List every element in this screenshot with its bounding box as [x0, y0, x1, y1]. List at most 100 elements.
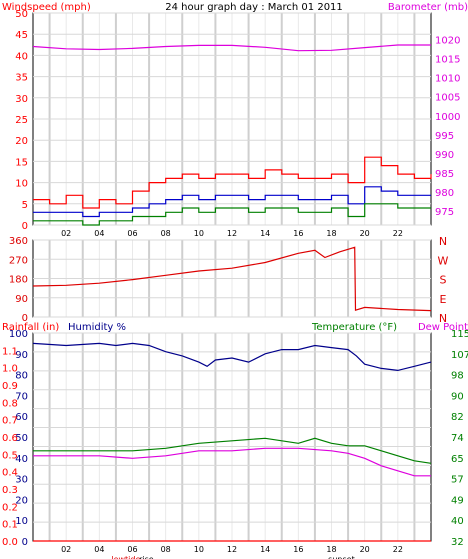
rainfall-axis-title: Rainfall (in)	[2, 322, 59, 333]
barometer-tick-label: 1005	[435, 93, 460, 104]
climate-x-tick-label: 16	[293, 545, 303, 554]
barometer-tick-label: 1000	[435, 112, 460, 123]
barometer-axis-title: Barometer (mb)	[388, 2, 468, 13]
temperature-tick-label: 40	[451, 516, 464, 527]
humidity-tick-label: 80	[15, 371, 28, 382]
rainfall-tick-label: 1.1	[2, 346, 18, 357]
barometer-tick-label: 990	[435, 150, 454, 161]
direction-degree-label: 270	[9, 255, 28, 266]
wind-x-tick-label: 22	[393, 229, 403, 238]
wind-direction-line	[32, 246, 432, 312]
rainfall-tick-label: 0.9	[2, 381, 18, 392]
windspeed-tick-label: 5	[22, 200, 28, 211]
wind-x-tick-label: 20	[360, 229, 370, 238]
temperature-tick-label: 65	[451, 454, 464, 465]
climate-x-tick-label: 22	[393, 545, 403, 554]
climate-x-tick-label: 10	[194, 545, 204, 554]
humidity-line	[32, 342, 432, 372]
wind-x-tick-label: 16	[293, 229, 303, 238]
barometer-tick-label: 995	[435, 131, 454, 142]
wind-gust-line	[33, 156, 432, 209]
rainfall-tick-label: 0.2	[2, 502, 18, 513]
climate-x-tick-label: 06	[127, 545, 137, 554]
humidity-tick-label: 20	[15, 495, 28, 506]
dew-point-line	[33, 447, 431, 477]
wind-x-tick-label: 10	[194, 229, 204, 238]
windspeed-axis-title: Windspeed (mph)	[2, 2, 91, 13]
direction-compass-label: N	[439, 235, 447, 248]
temperature-tick-label: 107	[451, 350, 468, 361]
windspeed-tick-label: 25	[15, 115, 28, 126]
wind-x-tick-label: 04	[94, 229, 104, 238]
humidity-tick-label: 0	[22, 537, 28, 548]
windspeed-tick-label: 15	[15, 157, 28, 168]
rainfall-tick-label: 0.7	[2, 416, 18, 427]
humidity-axis-title: Humidity %	[68, 322, 126, 333]
humidity-tick-label: 90	[15, 350, 28, 361]
wind-x-tick-label: 02	[61, 229, 71, 238]
temperature-tick-label: 74	[451, 433, 464, 444]
climate-x-tick-label: 02	[61, 545, 71, 554]
humidity-tick-label: 60	[15, 412, 28, 423]
barometer-tick-label: 1010	[435, 74, 460, 85]
temperature-tick-label: 115	[451, 329, 468, 340]
direction-compass-label: S	[440, 274, 447, 287]
windspeed-tick-label: 50	[15, 9, 28, 20]
temperature-tick-label: 98	[451, 371, 464, 382]
wind-lull-line	[33, 203, 431, 226]
direction-degree-label: 180	[9, 275, 28, 286]
rainfall-tick-label: 0.0	[2, 537, 18, 548]
barometer-line	[32, 44, 431, 52]
humidity-tick-label: 40	[15, 454, 28, 465]
barometer-tick-label: 1015	[435, 55, 460, 66]
temperature-tick-label: 82	[451, 412, 464, 423]
rainfall-tick-label: 1.0	[2, 364, 18, 375]
windspeed-tick-label: 40	[15, 51, 28, 62]
climate-x-tick-label: 12	[227, 545, 237, 554]
sunset-marker: sunset	[328, 555, 355, 559]
climate-x-tick-label: 20	[360, 545, 370, 554]
barometer-tick-label: 1020	[435, 36, 460, 47]
windspeed-tick-label: 20	[15, 136, 28, 147]
windspeed-tick-label: 0	[22, 221, 28, 232]
rainfall-tick-label: 0.3	[2, 485, 18, 496]
rainfall-tick-label: 0.1	[2, 520, 18, 531]
wind-x-tick-label: 18	[326, 229, 336, 238]
humidity-tick-label: 70	[15, 391, 28, 402]
rainfall-tick-label: 0.5	[2, 450, 18, 461]
climate-x-tick-label: 14	[260, 545, 270, 554]
direction-degree-label: 360	[9, 236, 28, 247]
barometer-tick-label: 985	[435, 169, 454, 180]
windspeed-tick-label: 10	[15, 179, 28, 190]
humidity-tick-label: 30	[15, 475, 28, 486]
windspeed-tick-label: 45	[15, 30, 28, 41]
barometer-tick-label: 975	[435, 207, 454, 218]
humidity-tick-label: 10	[15, 516, 28, 527]
humidity-tick-label: 100	[9, 329, 28, 340]
direction-compass-label: W	[438, 254, 449, 267]
temperature-tick-label: 32	[451, 537, 464, 548]
temperature-tick-label: 49	[451, 495, 464, 506]
lowtide-marker: lowtide	[111, 555, 140, 559]
climate-x-tick-label: 08	[161, 545, 171, 554]
temperature-axis-title: Temperature (°F)	[311, 322, 397, 333]
rainfall-tick-label: 0.8	[2, 398, 18, 409]
direction-compass-label: N	[439, 312, 447, 325]
rainfall-tick-label: 0.4	[2, 468, 18, 479]
direction-degree-label: 90	[15, 294, 28, 305]
temperature-tick-label: 90	[451, 391, 464, 402]
humidity-tick-label: 50	[15, 433, 28, 444]
direction-compass-label: E	[440, 293, 447, 306]
windspeed-tick-label: 35	[15, 73, 28, 84]
climate-x-tick-label: 18	[326, 545, 336, 554]
dewpoint-axis-title: Dew Point	[418, 322, 468, 333]
climate-x-tick-label: 04	[94, 545, 104, 554]
wind-x-tick-label: 12	[227, 229, 237, 238]
temperature-tick-label: 57	[451, 475, 464, 486]
wind-x-tick-label: 14	[260, 229, 270, 238]
graph-title: 24 hour graph day : March 01 2011	[165, 2, 343, 13]
rainfall-tick-label: 0.6	[2, 433, 18, 444]
temperature-line	[33, 437, 432, 464]
sunrise-marker: rise	[139, 555, 154, 559]
